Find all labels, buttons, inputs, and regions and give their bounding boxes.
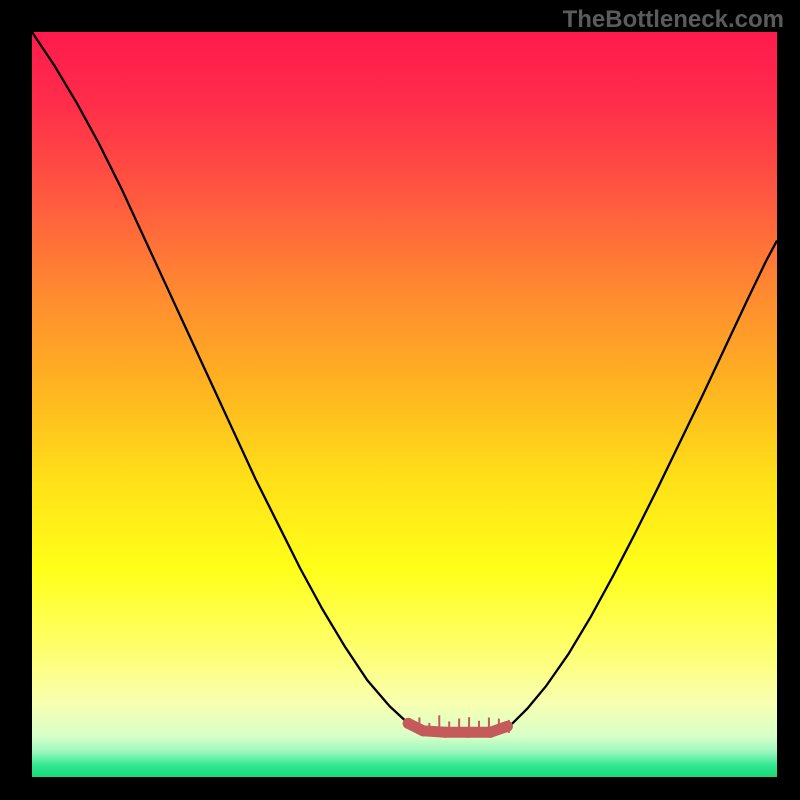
gradient-background [32,32,777,777]
bottleneck-chart [32,32,777,777]
chart-canvas: TheBottleneck.com [0,0,800,800]
marker-endpoint-dot [403,718,414,729]
plot-area [32,32,777,777]
watermark-text: TheBottleneck.com [563,6,784,34]
marker-endpoint-dot [502,721,513,732]
